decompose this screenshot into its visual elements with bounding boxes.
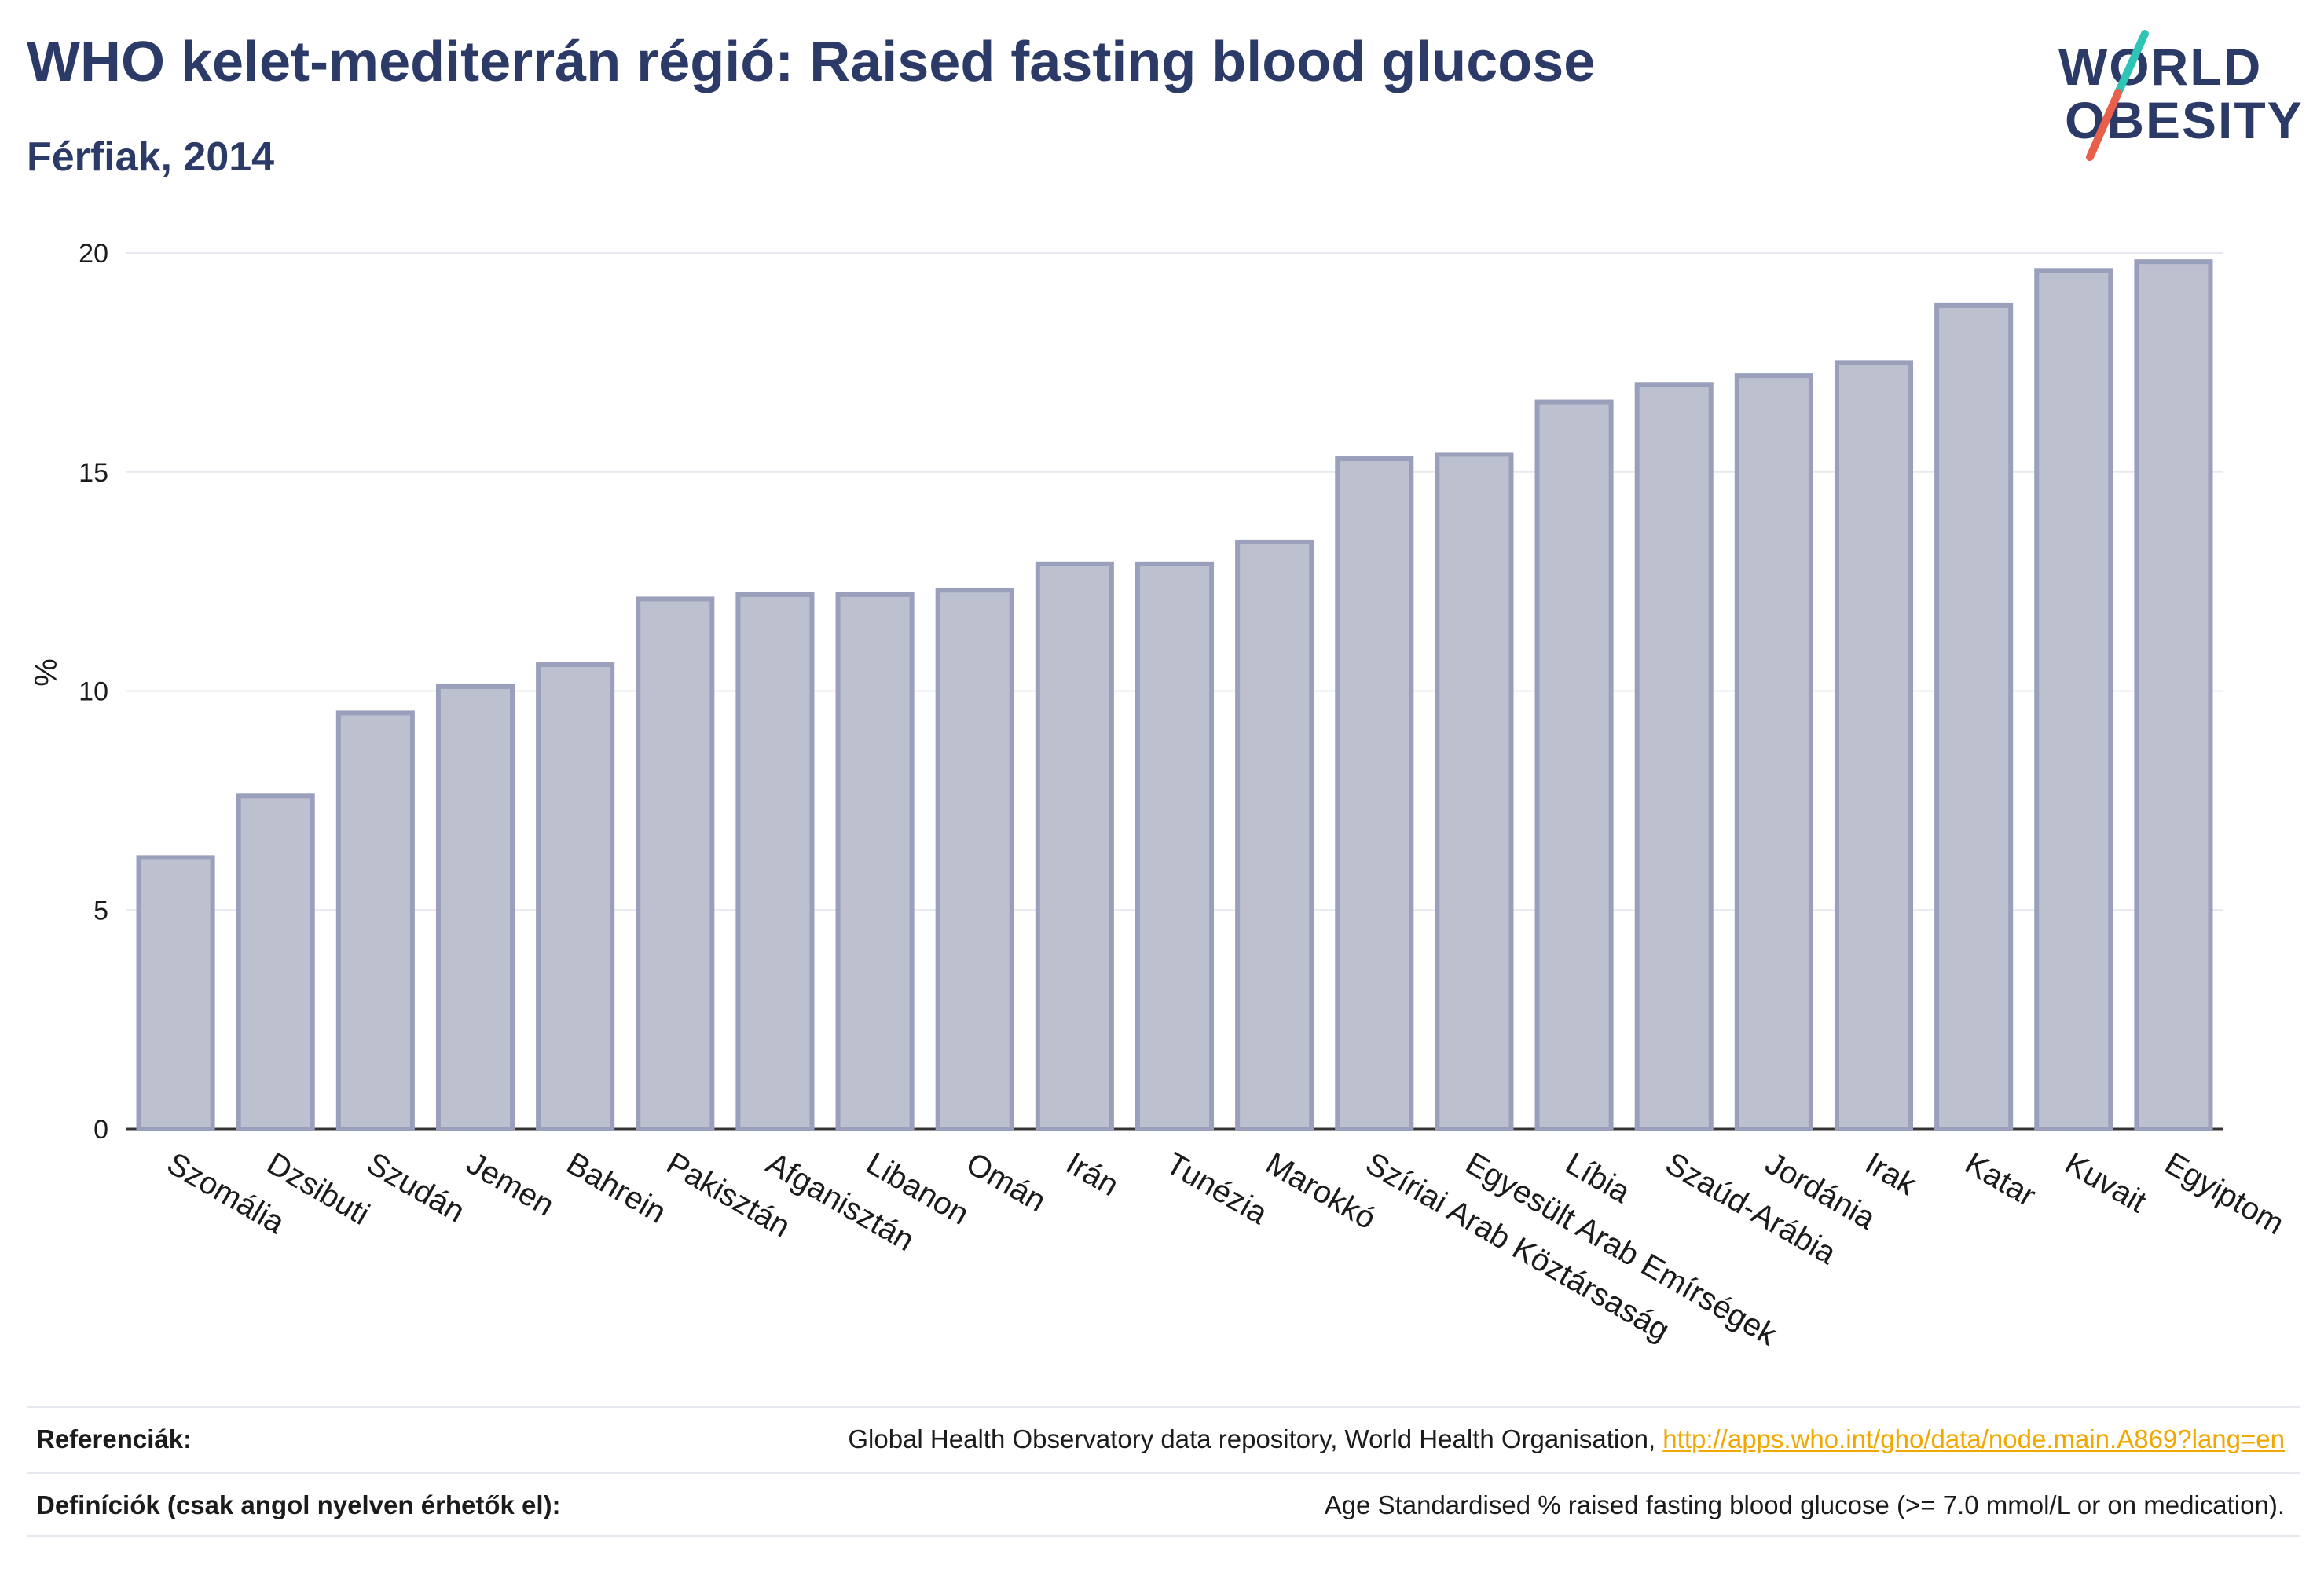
- references-link[interactable]: http://apps.who.int/gho/data/node.main.A…: [1662, 1424, 2285, 1453]
- x-category-label: Egyiptom: [2159, 1146, 2289, 1241]
- bar[interactable]: [236, 793, 315, 1131]
- x-category-label: Omán: [960, 1146, 1051, 1219]
- footer: Referenciák: Global Health Observatory d…: [27, 1406, 2300, 1537]
- logo-line-1: WORLD: [2058, 38, 2262, 96]
- logo-slash-top: [2114, 30, 2149, 97]
- definitions-text: Age Standardised % raised fasting blood …: [1324, 1490, 2285, 1519]
- bar[interactable]: [1734, 373, 1813, 1132]
- bar[interactable]: [1934, 302, 2014, 1131]
- references-value: Global Health Observatory data repositor…: [848, 1424, 2300, 1454]
- bar[interactable]: [2134, 259, 2213, 1131]
- x-category-label: Tunézia: [1160, 1146, 1274, 1232]
- bar[interactable]: [435, 684, 515, 1131]
- bar[interactable]: [935, 588, 1014, 1131]
- x-category-label: Jemen: [461, 1146, 560, 1223]
- bar[interactable]: [636, 596, 715, 1131]
- bar[interactable]: [1035, 561, 1114, 1131]
- x-category-label: Irán: [1060, 1146, 1124, 1204]
- x-category-label: Katar: [1959, 1146, 2042, 1214]
- bar[interactable]: [835, 592, 915, 1131]
- y-tick-label: 10: [79, 677, 108, 707]
- x-category-label: Irak: [1860, 1146, 1923, 1203]
- bar[interactable]: [735, 592, 815, 1131]
- bar[interactable]: [536, 662, 615, 1131]
- chart-subtitle: Férfiak, 2014: [27, 134, 275, 180]
- bar[interactable]: [1235, 539, 1314, 1131]
- bar[interactable]: [1534, 399, 1614, 1131]
- bar[interactable]: [1435, 452, 1514, 1131]
- bar[interactable]: [1634, 382, 1714, 1131]
- bar[interactable]: [1834, 360, 1914, 1131]
- logo-slash-bottom: [2086, 89, 2122, 161]
- bar[interactable]: [1135, 561, 1215, 1131]
- y-tick-label: 20: [79, 239, 108, 269]
- definitions-label: Definíciók (csak angol nyelven érhetők e…: [36, 1490, 561, 1519]
- x-category-label: Kuvait: [2059, 1146, 2152, 1220]
- bar[interactable]: [1335, 456, 1414, 1131]
- references-label: Referenciák:: [36, 1424, 192, 1453]
- bar[interactable]: [136, 855, 215, 1131]
- y-axis-ticks: 0 5 10 15 20: [79, 239, 108, 1145]
- x-category-label: Szaúd-Arábia: [1659, 1146, 1842, 1272]
- references-text: Global Health Observatory data repositor…: [848, 1424, 1663, 1453]
- footer-bottom-rule: [27, 1535, 2300, 1537]
- x-category-label: Szudán: [361, 1146, 470, 1230]
- chart-title: WHO kelet-mediterrán régió: Raised fasti…: [27, 31, 1596, 93]
- bar[interactable]: [2034, 268, 2113, 1131]
- y-tick-label: 5: [93, 896, 108, 925]
- definitions-row: Definíciók (csak angol nyelven érhetők e…: [27, 1472, 2300, 1537]
- bar[interactable]: [335, 710, 415, 1131]
- world-obesity-logo: WORLD OBESITY: [2058, 30, 2302, 161]
- bars: [136, 259, 2213, 1132]
- y-tick-label: 15: [79, 458, 108, 488]
- x-category-label: Marokkó: [1260, 1146, 1382, 1237]
- y-axis-title: %: [29, 658, 64, 687]
- y-tick-label: 0: [93, 1115, 108, 1145]
- x-category-label: Bahrein: [561, 1146, 672, 1230]
- references-row: Referenciák: Global Health Observatory d…: [27, 1408, 2300, 1471]
